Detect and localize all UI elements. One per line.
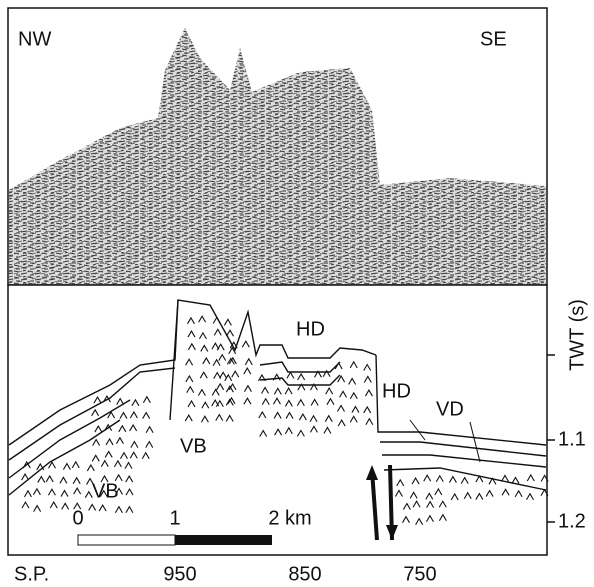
sp-title: S.P. (14, 563, 49, 585)
nw-label: NW (18, 28, 51, 50)
page: NW SE HD HD VD VB VB 0 1 2 km 1.1 1.2 TW… (0, 0, 594, 587)
vd-label: VD (436, 398, 464, 420)
scale-label: 2 km (268, 507, 311, 529)
se-label: SE (480, 28, 507, 50)
vb-label: VB (92, 480, 119, 502)
figure: NW SE HD HD VD VB VB 0 1 2 km 1.1 1.2 TW… (0, 0, 594, 587)
sp-label: 950 (163, 563, 196, 585)
scale-label: 0 (72, 507, 83, 529)
axis-tick-label: 1.1 (558, 428, 586, 450)
scale-bar (175, 535, 272, 545)
axis-tick-label: 1.2 (558, 510, 586, 532)
sp-label: 850 (288, 563, 321, 585)
scale-bar (78, 535, 175, 545)
vb-label: VB (180, 435, 207, 457)
scale-label: 1 (169, 507, 180, 529)
hd-label: HD (296, 318, 325, 340)
sp-label: 750 (403, 563, 436, 585)
hd-label: HD (382, 380, 411, 402)
axis-title: TWT (s) (566, 299, 588, 371)
